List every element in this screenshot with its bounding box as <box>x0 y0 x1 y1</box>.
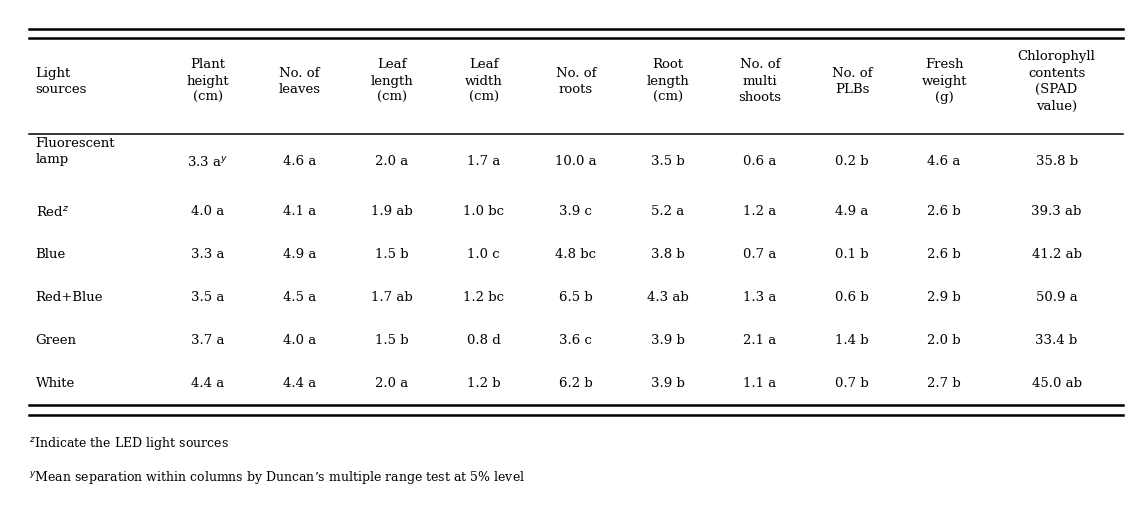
Text: 1.1 a: 1.1 a <box>744 377 777 390</box>
Text: $^y$Mean separation within columns by Duncan’s multiple range test at 5% level: $^y$Mean separation within columns by Du… <box>29 469 525 486</box>
Text: 4.6 a: 4.6 a <box>927 155 960 169</box>
Text: Green: Green <box>36 334 77 347</box>
Text: 6.5 b: 6.5 b <box>559 291 592 304</box>
Text: 4.0 a: 4.0 a <box>283 334 316 347</box>
Text: 2.6 b: 2.6 b <box>927 205 961 218</box>
Text: Leaf
length
(cm): Leaf length (cm) <box>370 58 413 104</box>
Text: 6.2 b: 6.2 b <box>559 377 592 390</box>
Text: 39.3 ab: 39.3 ab <box>1031 205 1082 218</box>
Text: 1.2 b: 1.2 b <box>468 377 501 390</box>
Text: 3.3 a$^y$: 3.3 a$^y$ <box>187 155 228 169</box>
Text: 1.5 b: 1.5 b <box>375 334 409 347</box>
Text: 0.2 b: 0.2 b <box>835 155 869 169</box>
Text: 2.0 a: 2.0 a <box>375 155 408 169</box>
Text: 4.9 a: 4.9 a <box>283 248 316 261</box>
Text: No. of
leaves: No. of leaves <box>278 67 321 96</box>
Text: 1.5 b: 1.5 b <box>375 248 409 261</box>
Text: No. of
roots: No. of roots <box>556 67 596 96</box>
Text: 3.7 a: 3.7 a <box>191 334 225 347</box>
Text: 2.0 a: 2.0 a <box>375 377 408 390</box>
Text: Fluorescent
lamp: Fluorescent lamp <box>36 136 115 166</box>
Text: 4.1 a: 4.1 a <box>283 205 316 218</box>
Text: 3.9 b: 3.9 b <box>651 334 685 347</box>
Text: 3.9 b: 3.9 b <box>651 377 685 390</box>
Text: Red$^z$: Red$^z$ <box>36 205 69 218</box>
Text: 1.2 a: 1.2 a <box>744 205 777 218</box>
Text: 35.8 b: 35.8 b <box>1036 155 1077 169</box>
Text: 4.6 a: 4.6 a <box>283 155 316 169</box>
Text: No. of
multi
shoots: No. of multi shoots <box>738 58 782 104</box>
Text: 4.4 a: 4.4 a <box>283 377 316 390</box>
Text: No. of
PLBs: No. of PLBs <box>832 67 872 96</box>
Text: 3.5 a: 3.5 a <box>191 291 225 304</box>
Text: 4.8 bc: 4.8 bc <box>556 248 596 261</box>
Text: $^z$Indicate the LED light sources: $^z$Indicate the LED light sources <box>29 435 228 452</box>
Text: 3.9 c: 3.9 c <box>559 205 592 218</box>
Text: 2.9 b: 2.9 b <box>927 291 961 304</box>
Text: 2.7 b: 2.7 b <box>927 377 961 390</box>
Text: 41.2 ab: 41.2 ab <box>1031 248 1082 261</box>
Text: 0.6 b: 0.6 b <box>835 291 869 304</box>
Text: 4.5 a: 4.5 a <box>283 291 316 304</box>
Text: Red+Blue: Red+Blue <box>36 291 103 304</box>
Text: 4.9 a: 4.9 a <box>835 205 869 218</box>
Text: 0.7 a: 0.7 a <box>744 248 777 261</box>
Text: 0.8 d: 0.8 d <box>466 334 501 347</box>
Text: Plant
height
(cm): Plant height (cm) <box>187 58 229 104</box>
Text: Blue: Blue <box>36 248 65 261</box>
Text: 0.1 b: 0.1 b <box>835 248 869 261</box>
Text: 1.2 bc: 1.2 bc <box>463 291 504 304</box>
Text: Leaf
width
(cm): Leaf width (cm) <box>465 58 503 104</box>
Text: 3.8 b: 3.8 b <box>651 248 685 261</box>
Text: 4.0 a: 4.0 a <box>191 205 225 218</box>
Text: 1.0 c: 1.0 c <box>468 248 500 261</box>
Text: 5.2 a: 5.2 a <box>651 205 684 218</box>
Text: Root
length
(cm): Root length (cm) <box>646 58 689 104</box>
Text: 4.3 ab: 4.3 ab <box>647 291 689 304</box>
Text: 1.9 ab: 1.9 ab <box>371 205 413 218</box>
Text: 3.6 c: 3.6 c <box>559 334 592 347</box>
Text: 50.9 a: 50.9 a <box>1036 291 1077 304</box>
Text: 2.0 b: 2.0 b <box>927 334 960 347</box>
Text: 0.6 a: 0.6 a <box>744 155 777 169</box>
Text: 1.7 a: 1.7 a <box>468 155 501 169</box>
Text: 4.4 a: 4.4 a <box>191 377 225 390</box>
Text: Chlorophyll
contents
(SPAD
value): Chlorophyll contents (SPAD value) <box>1018 50 1096 113</box>
Text: 3.5 b: 3.5 b <box>651 155 685 169</box>
Text: 45.0 ab: 45.0 ab <box>1031 377 1082 390</box>
Text: 1.3 a: 1.3 a <box>744 291 777 304</box>
Text: 1.7 ab: 1.7 ab <box>371 291 413 304</box>
Text: Fresh
weight
(g): Fresh weight (g) <box>921 58 967 104</box>
Text: Light
sources: Light sources <box>36 67 87 96</box>
Text: White: White <box>36 377 74 390</box>
Text: 2.1 a: 2.1 a <box>744 334 777 347</box>
Text: 3.3 a: 3.3 a <box>191 248 225 261</box>
Text: 0.7 b: 0.7 b <box>835 377 869 390</box>
Text: 1.4 b: 1.4 b <box>835 334 869 347</box>
Text: 10.0 a: 10.0 a <box>555 155 597 169</box>
Text: 1.0 bc: 1.0 bc <box>463 205 504 218</box>
Text: 33.4 b: 33.4 b <box>1036 334 1077 347</box>
Text: 2.6 b: 2.6 b <box>927 248 961 261</box>
